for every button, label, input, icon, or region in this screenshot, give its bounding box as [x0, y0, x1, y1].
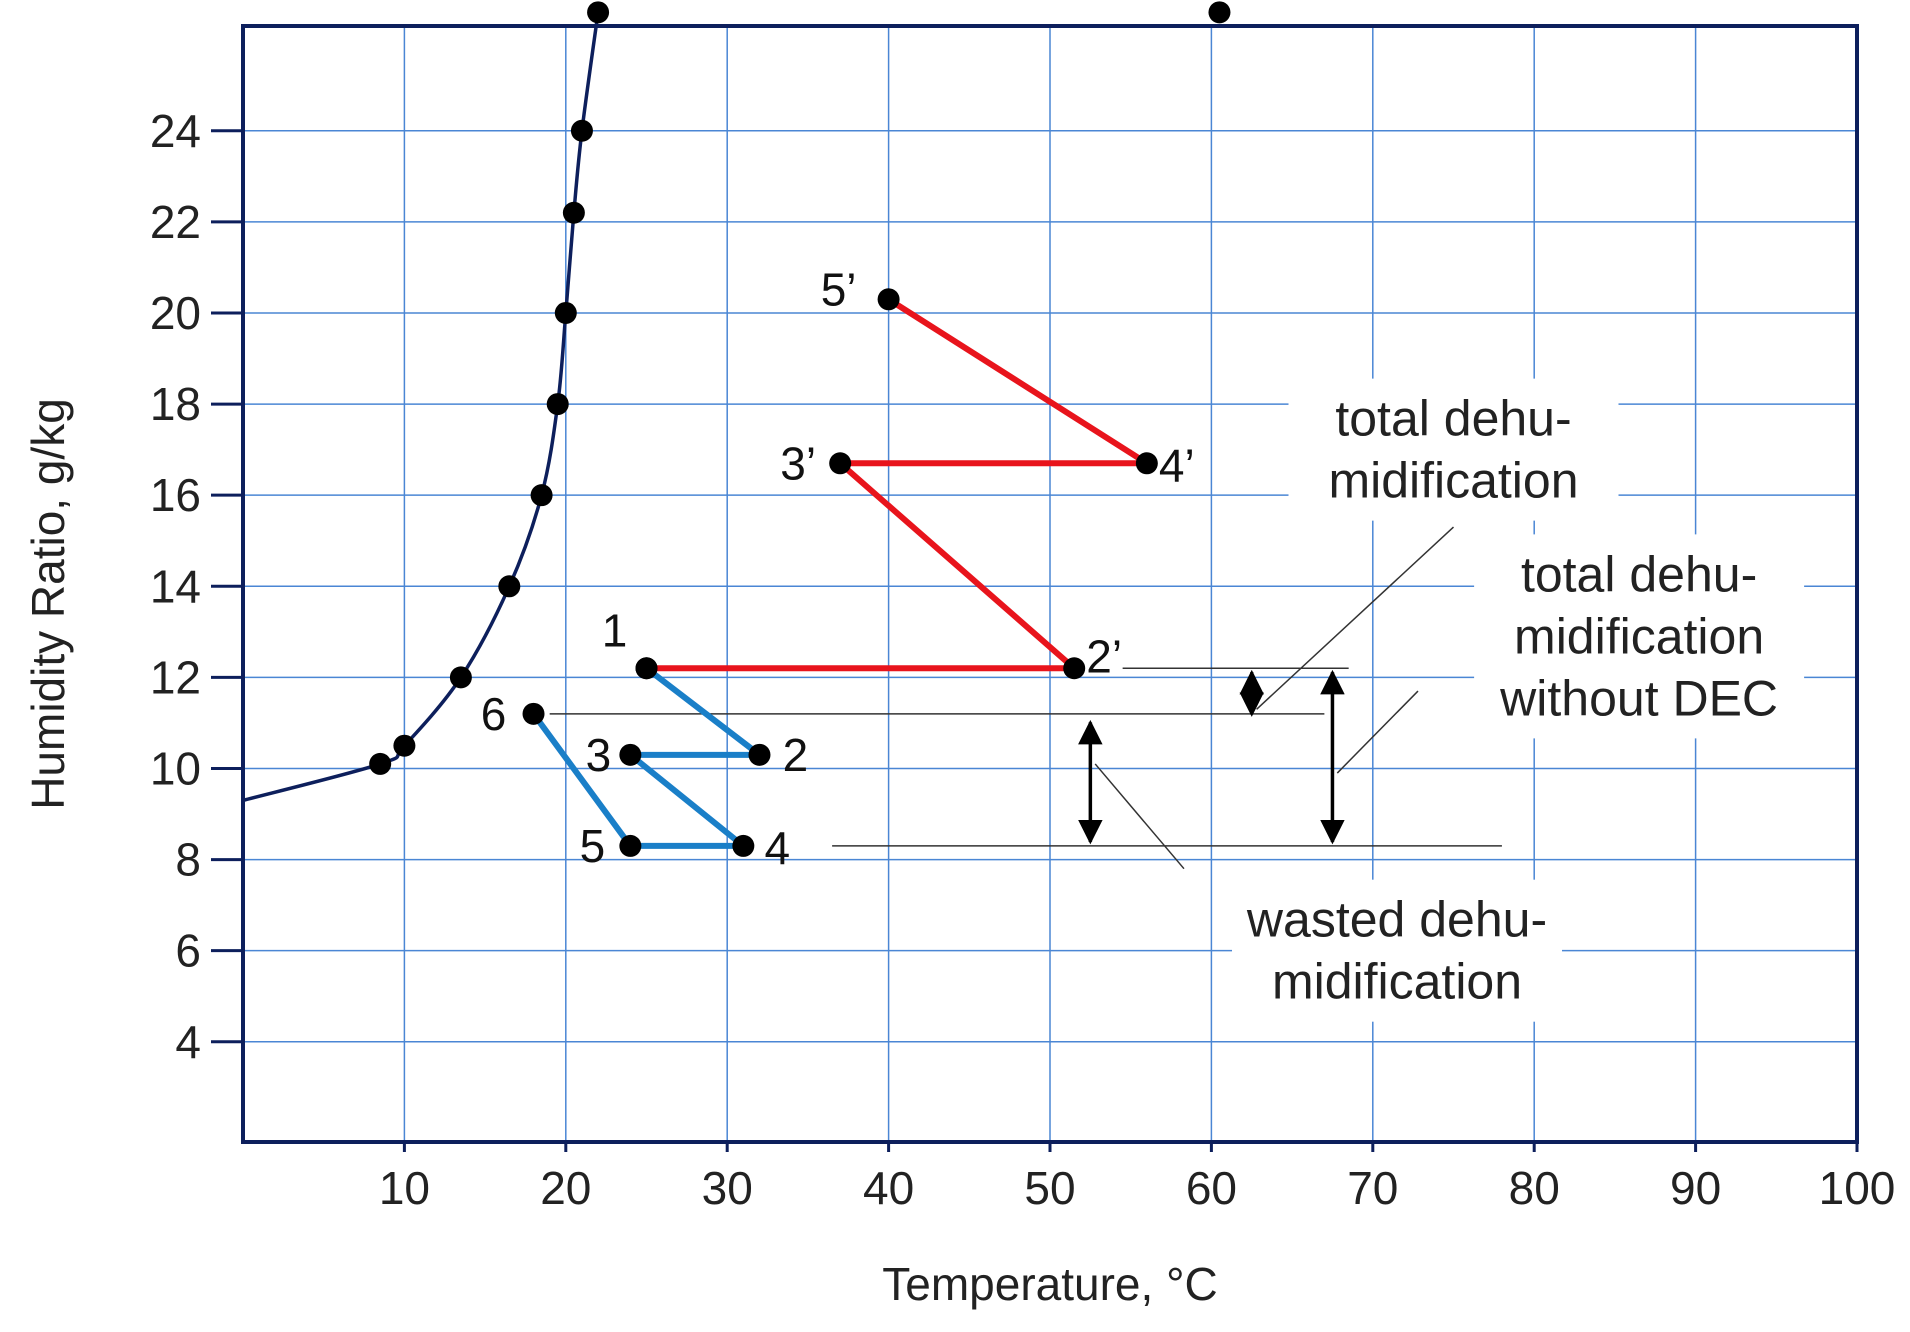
saturation-marker — [449, 666, 472, 689]
x-tick-label: 50 — [1024, 1162, 1075, 1214]
state-point-label: 2 — [783, 729, 809, 781]
y-tick-label: 18 — [150, 378, 201, 430]
state-point-marker — [877, 288, 900, 311]
state-point-label: 1 — [602, 604, 628, 656]
top-marker — [1208, 1, 1231, 24]
saturation-marker — [562, 201, 585, 224]
y-tick-label: 6 — [175, 925, 201, 977]
x-tick-label: 60 — [1186, 1162, 1237, 1214]
annotation-backdrop — [1474, 534, 1805, 739]
y-axis-title: Humidity Ratio, g/kg — [22, 398, 74, 810]
state-point-marker — [1135, 452, 1158, 475]
x-tick-label: 80 — [1509, 1162, 1560, 1214]
annotation-text-line: midification — [1328, 453, 1578, 509]
state-point-marker — [748, 743, 771, 766]
annotation-leader-line — [1256, 526, 1455, 710]
annotation-text-line: without DEC — [1499, 670, 1778, 726]
state-point-markers: 1 2 3 4 5 6 2’ 3’ 4’ 5’ — [369, 1, 1231, 874]
y-tick-label: 24 — [150, 105, 201, 157]
saturation-marker — [369, 752, 392, 775]
state-point-label: 4 — [765, 822, 791, 874]
y-tick-label: 8 — [175, 834, 201, 886]
annotation-backdrop — [1232, 879, 1563, 1022]
y-tick-label: 10 — [150, 742, 201, 794]
annotation-text-line: midification — [1514, 608, 1764, 664]
cycle-with-dec-line — [531, 665, 763, 849]
annotation-text-line: total dehu- — [1335, 391, 1571, 447]
saturation-marker — [546, 393, 569, 416]
y-tick-label: 4 — [175, 1016, 201, 1068]
x-tick-label: 30 — [702, 1162, 753, 1214]
state-point-marker — [635, 657, 658, 680]
state-point-label: 5’ — [821, 263, 857, 315]
x-tick-label: 90 — [1670, 1162, 1721, 1214]
annotations: total dehu-midification total dehu-midifi… — [1078, 378, 1805, 1022]
state-point-label: 2’ — [1086, 630, 1122, 682]
state-point-marker — [732, 834, 755, 857]
x-tick-label: 70 — [1347, 1162, 1398, 1214]
state-point-label: 3’ — [780, 437, 816, 489]
y-tick-label: 20 — [150, 287, 201, 339]
y-tick-label: 14 — [150, 560, 201, 612]
state-point-marker — [829, 452, 852, 475]
state-point-marker — [619, 834, 642, 857]
annotation-text-line: total dehu- — [1521, 546, 1757, 602]
x-tick-label: 20 — [540, 1162, 591, 1214]
cycle-without-dec-line — [646, 296, 1150, 672]
saturation-marker — [554, 301, 577, 324]
state-point-label: 3 — [586, 729, 612, 781]
annotation-leader-line — [1336, 690, 1419, 774]
y-tick-label: 22 — [150, 196, 201, 248]
x-tick-label: 40 — [863, 1162, 914, 1214]
saturation-marker — [570, 119, 593, 142]
y-tick-label: 16 — [150, 469, 201, 521]
annotation-text-line: midification — [1272, 954, 1522, 1010]
annotation-backdrop — [1288, 378, 1619, 521]
state-point-marker — [522, 702, 545, 725]
saturation-marker — [530, 484, 553, 507]
state-point-label: 4’ — [1159, 439, 1195, 491]
saturation-marker — [498, 575, 521, 598]
y-tick-label: 12 — [150, 651, 201, 703]
state-point-label: 5 — [580, 820, 606, 872]
x-axis-title: Temperature, °C — [882, 1258, 1217, 1310]
state-point-marker — [1063, 657, 1086, 680]
state-point-marker — [619, 743, 642, 766]
saturation-marker — [587, 1, 610, 24]
x-tick-label: 10 — [379, 1162, 430, 1214]
saturation-marker — [393, 734, 416, 757]
annotation-text-line: wasted dehu- — [1246, 892, 1547, 948]
reference-lines — [549, 667, 1502, 847]
x-tick-label: 100 — [1819, 1162, 1896, 1214]
state-point-label: 6 — [481, 688, 507, 740]
annotation-leader-line — [1094, 763, 1185, 870]
